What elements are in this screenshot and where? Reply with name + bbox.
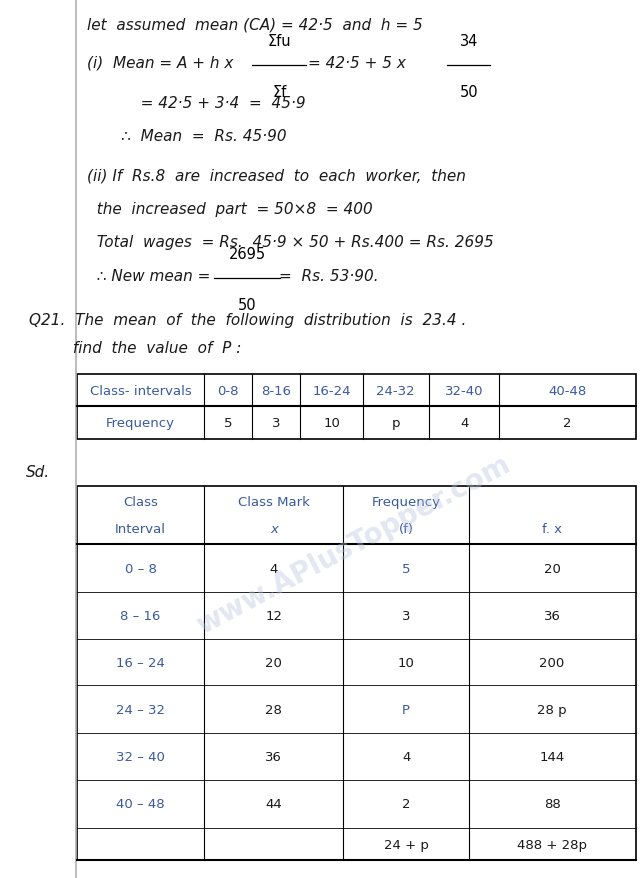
Text: =  Rs. 53·90.: = Rs. 53·90. [279,268,379,284]
Text: Class: Class [123,496,158,508]
Text: let  assumed  mean (CA) = 42·5  and  h = 5: let assumed mean (CA) = 42·5 and h = 5 [87,17,422,32]
Text: 32-40: 32-40 [445,385,483,397]
Text: 24 – 32: 24 – 32 [116,703,165,716]
Text: 32 – 40: 32 – 40 [116,750,165,763]
Text: Interval: Interval [115,522,166,535]
Text: 16 – 24: 16 – 24 [116,656,165,669]
Text: 0-8: 0-8 [218,385,239,397]
Text: 40-48: 40-48 [548,385,587,397]
Text: 5: 5 [224,416,232,429]
Text: the  increased  part  = 50×8  = 400: the increased part = 50×8 = 400 [87,201,372,217]
Text: (i)  Mean = A + h x: (i) Mean = A + h x [87,55,233,71]
Text: (f): (f) [399,522,413,535]
Text: www.APlusTopper.com: www.APlusTopper.com [191,450,515,639]
Text: Q21.  The  mean  of  the  following  distribution  is  23.4 .: Q21. The mean of the following distribut… [29,313,466,328]
Text: 8-16: 8-16 [261,385,291,397]
Text: 8 – 16: 8 – 16 [121,609,160,623]
Text: = 42·5 + 5 x: = 42·5 + 5 x [308,55,406,71]
Text: 4: 4 [402,750,410,763]
Text: 5: 5 [402,562,410,575]
Text: f. x: f. x [542,522,562,535]
Text: 4: 4 [460,416,469,429]
Text: Class Mark: Class Mark [238,496,309,508]
Text: 3: 3 [272,416,281,429]
Text: Total  wages  = Rs.  45·9 × 50 + Rs.400 = Rs. 2695: Total wages = Rs. 45·9 × 50 + Rs.400 = R… [87,234,494,250]
Text: 20: 20 [265,656,282,669]
Text: 12: 12 [265,609,282,623]
Text: 2: 2 [563,416,572,429]
Text: find  the  value  of  P :: find the value of P : [29,341,241,356]
Text: 20: 20 [544,562,560,575]
Text: 488 + 28p: 488 + 28p [517,838,587,851]
Text: 16-24: 16-24 [313,385,351,397]
Text: 40 – 48: 40 – 48 [116,797,165,810]
Text: Sd.: Sd. [26,464,50,480]
Text: 200: 200 [539,656,565,669]
Text: 10: 10 [397,656,415,669]
Bar [77,375,636,439]
Text: Frequency: Frequency [106,416,175,429]
Text: ∴ New mean =: ∴ New mean = [87,268,210,284]
Text: p: p [392,416,400,429]
Text: 36: 36 [544,609,560,623]
Text: 144: 144 [539,750,565,763]
Text: 4: 4 [270,562,278,575]
Text: 3: 3 [402,609,410,623]
Text: 50: 50 [459,85,478,100]
Text: 28 p: 28 p [537,703,567,716]
Text: Frequency: Frequency [372,496,440,508]
Text: 36: 36 [265,750,282,763]
Text: 2695: 2695 [229,247,266,262]
Text: = 42·5 + 3·4  =  45·9: = 42·5 + 3·4 = 45·9 [87,96,306,112]
Text: Class- intervals: Class- intervals [90,385,191,397]
Text: (ii) If  Rs.8  are  increased  to  each  worker,  then: (ii) If Rs.8 are increased to each worke… [87,168,465,184]
Text: Σfu: Σfu [268,34,291,49]
Text: 50: 50 [238,298,257,313]
Text: x: x [270,522,278,535]
Text: 28: 28 [265,703,282,716]
Text: Σf: Σf [272,85,286,100]
Text: 44: 44 [265,797,282,810]
Text: 10: 10 [323,416,340,429]
Text: P: P [402,703,410,716]
Text: 24 + p: 24 + p [384,838,428,851]
Text: ∴  Mean  =  Rs. 45·90: ∴ Mean = Rs. 45·90 [87,128,286,144]
Text: 24-32: 24-32 [376,385,415,397]
Text: 88: 88 [544,797,560,810]
Bar [77,486,636,860]
Text: 0 – 8: 0 – 8 [125,562,157,575]
Text: 2: 2 [402,797,410,810]
Text: 34: 34 [460,34,478,49]
